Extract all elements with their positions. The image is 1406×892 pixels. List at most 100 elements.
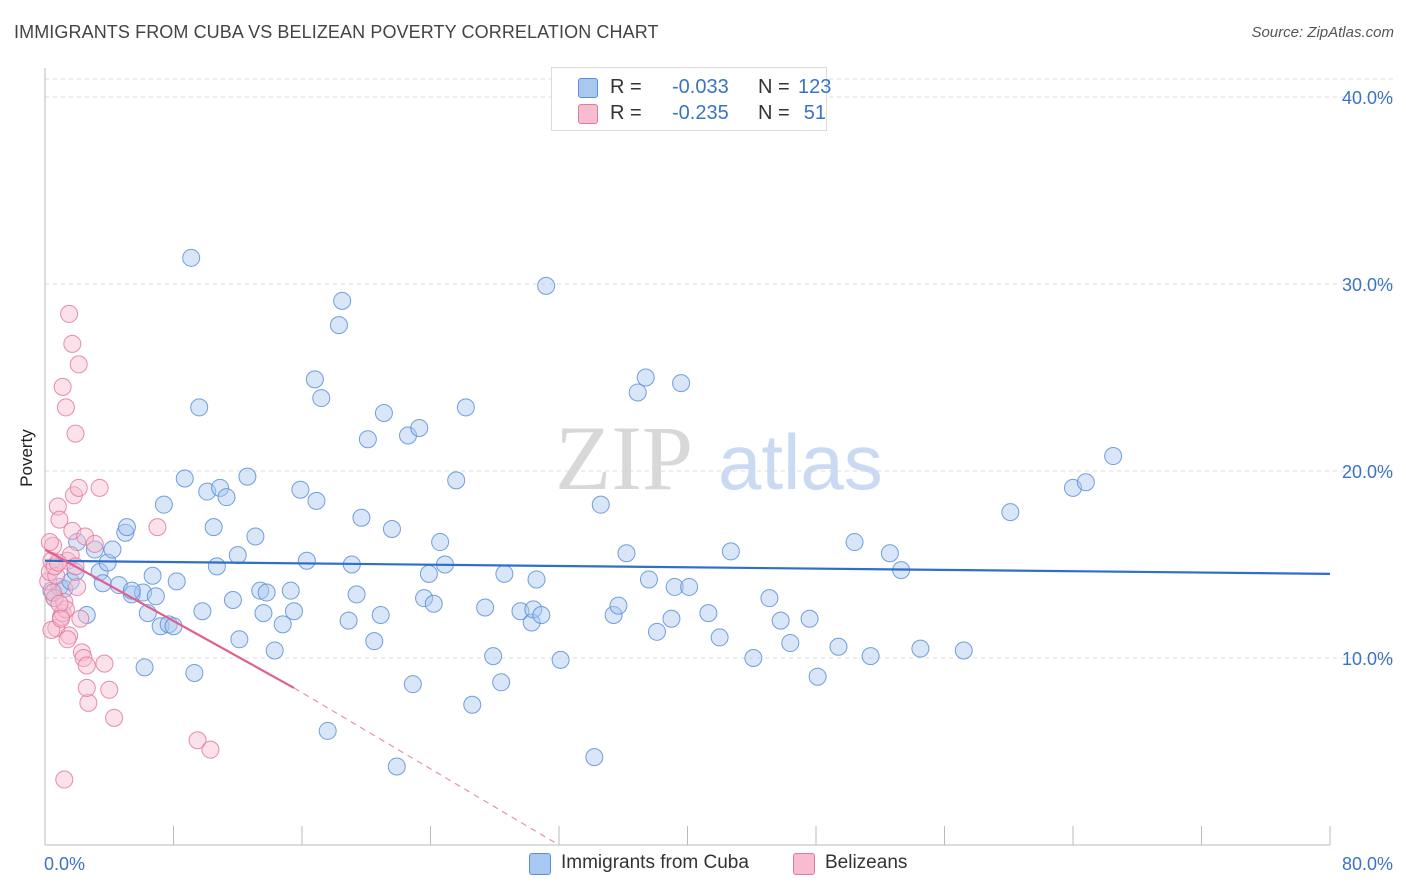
point-immigrants-from-cuba [1001, 503, 1020, 522]
point-immigrants-from-cuba [403, 675, 422, 694]
series-label-cuba: Immigrants from Cuba [561, 852, 749, 873]
point-belizeans [79, 693, 98, 712]
point-belizeans [188, 731, 207, 750]
point-immigrants-from-cuba [312, 389, 331, 408]
point-belizeans [85, 534, 104, 553]
point-belizeans [95, 654, 114, 673]
point-immigrants-from-cuba [122, 585, 141, 604]
point-immigrants-from-cuba [175, 469, 194, 488]
point-immigrants-from-cuba [845, 533, 864, 552]
point-immigrants-from-cuba [431, 533, 450, 552]
point-belizeans [52, 609, 71, 628]
point-immigrants-from-cuba [254, 604, 273, 623]
point-immigrants-from-cuba [808, 667, 827, 686]
point-immigrants-from-cuba [537, 276, 556, 295]
point-immigrants-from-cuba [207, 557, 226, 576]
point-immigrants-from-cuba [476, 598, 495, 617]
series-swatch-cuba [529, 853, 551, 875]
point-immigrants-from-cuba [103, 540, 122, 559]
point-immigrants-from-cuba [781, 634, 800, 653]
y-tick-label: 30.0% [1342, 275, 1393, 295]
point-immigrants-from-cuba [1104, 447, 1123, 466]
stats-legend: R = -0.033 N = 123 R = -0.235 N = 51 [551, 67, 832, 131]
point-immigrants-from-cuba [307, 491, 326, 510]
point-immigrants-from-cuba [117, 518, 136, 537]
point-immigrants-from-cuba [495, 564, 514, 583]
point-belizeans [100, 680, 119, 699]
tick-labels: 10.0% 20.0% 30.0% 40.0% 0.0% 80.0% [44, 88, 1393, 874]
point-immigrants-from-cuba [371, 605, 390, 624]
point-immigrants-from-cuba [185, 663, 204, 682]
point-immigrants-from-cuba [347, 585, 366, 604]
point-belizeans [76, 527, 95, 546]
series-swatch-belizeans [793, 853, 815, 875]
source-note: Source: ZipAtlas.com [1251, 24, 1394, 41]
point-immigrants-from-cuba [628, 383, 647, 402]
point-immigrants-from-cuba [167, 572, 186, 591]
point-immigrants-from-cuba [410, 418, 429, 437]
y-tick-label: 20.0% [1342, 462, 1393, 482]
point-belizeans [63, 334, 82, 353]
point-belizeans [90, 478, 109, 497]
point-immigrants-from-cuba [662, 609, 681, 628]
point-immigrants-from-cuba [190, 398, 209, 417]
point-immigrants-from-cuba [760, 589, 779, 608]
point-belizeans [60, 304, 79, 323]
point-immigrants-from-cuba [1076, 473, 1095, 492]
grid-lines [45, 78, 1395, 659]
point-immigrants-from-cuba [415, 589, 434, 608]
y-tick-label: 40.0% [1342, 88, 1393, 108]
point-immigrants-from-cuba [800, 609, 819, 628]
point-immigrants-from-cuba [204, 518, 223, 537]
point-belizeans [58, 630, 77, 649]
point-immigrants-from-cuba [604, 605, 623, 624]
point-immigrants-from-cuba [771, 611, 790, 630]
point-belizeans [40, 533, 59, 552]
chart-title: IMMIGRANTS FROM CUBA VS BELIZEAN POVERTY… [14, 22, 659, 42]
point-immigrants-from-cuba [291, 480, 310, 499]
point-belizeans [105, 708, 124, 727]
legend-swatch-cuba [578, 78, 598, 98]
point-immigrants-from-cuba [146, 587, 165, 606]
trend-lines [44, 548, 1331, 846]
point-immigrants-from-cuba [424, 594, 443, 613]
point-immigrants-from-cuba [284, 602, 303, 621]
x-tick-label: 80.0% [1342, 854, 1393, 874]
watermark-zip: ZIP [555, 407, 693, 509]
point-immigrants-from-cuba [382, 519, 401, 538]
point-immigrants-from-cuba [636, 368, 655, 387]
point-immigrants-from-cuba [617, 544, 636, 563]
point-belizeans [50, 594, 69, 613]
point-immigrants-from-cuba [246, 527, 265, 546]
y-tick-label: 10.0% [1342, 649, 1393, 669]
legend-n-value: 123 [798, 76, 832, 98]
point-belizeans [50, 510, 69, 529]
point-immigrants-from-cuba [333, 291, 352, 310]
point-immigrants-from-cuba [880, 544, 899, 563]
point-immigrants-from-cuba [135, 658, 154, 677]
point-immigrants-from-cuba [532, 605, 551, 624]
point-immigrants-from-cuba [211, 478, 230, 497]
legend-r-value: -0.033 [672, 76, 729, 98]
point-immigrants-from-cuba [744, 649, 763, 667]
point-immigrants-from-cuba [721, 542, 740, 561]
point-immigrants-from-cuba [238, 467, 257, 486]
legend-n-label: N = [758, 76, 790, 98]
point-immigrants-from-cuba [217, 488, 236, 507]
point-immigrants-from-cuba [680, 577, 699, 596]
point-immigrants-from-cuba [318, 721, 337, 740]
trend-line-immigrants-from-cuba [44, 559, 1331, 575]
point-immigrants-from-cuba [257, 583, 276, 602]
point-immigrants-from-cuba [463, 695, 482, 714]
point-immigrants-from-cuba [329, 316, 348, 335]
point-immigrants-from-cuba [339, 611, 358, 630]
x-tick-label: 0.0% [44, 854, 85, 874]
point-immigrants-from-cuba [273, 615, 292, 634]
point-immigrants-from-cuba [154, 495, 173, 514]
point-immigrants-from-cuba [591, 495, 610, 514]
point-immigrants-from-cuba [447, 471, 466, 490]
point-belizeans [68, 577, 87, 596]
point-belizeans [148, 518, 167, 537]
point-immigrants-from-cuba [639, 570, 658, 589]
point-immigrants-from-cuba [861, 647, 880, 666]
